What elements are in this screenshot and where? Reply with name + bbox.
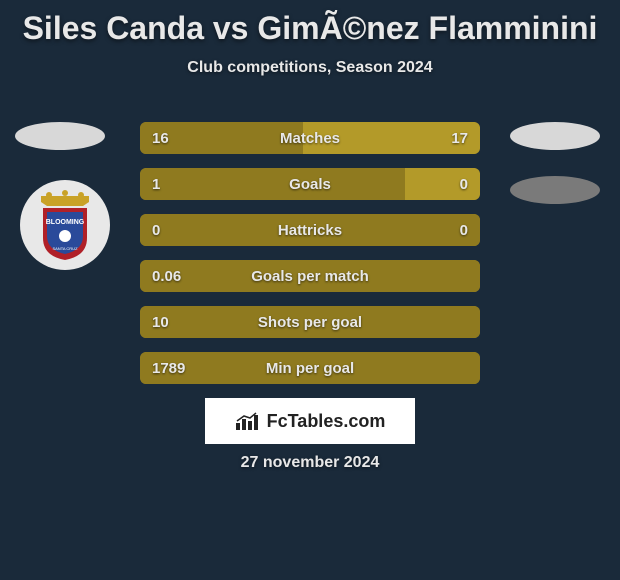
- brand-logo: FcTables.com: [205, 398, 415, 444]
- stat-label: Goals: [140, 168, 480, 200]
- date-label: 27 november 2024: [0, 454, 620, 472]
- stats-container: 1617Matches 10Goals 00Hattricks 0.06Goals p…: [140, 122, 480, 398]
- page-subtitle: Club competitions, Season 2024: [0, 59, 620, 77]
- stat-row: 0.06Goals per match: [140, 260, 480, 292]
- stat-label: Matches: [140, 122, 480, 154]
- brand-text: FcTables.com: [267, 411, 386, 432]
- stat-label: Min per goal: [140, 352, 480, 384]
- stat-row: 10Shots per goal: [140, 306, 480, 338]
- chart-icon: [235, 411, 261, 431]
- stat-label: Hattricks: [140, 214, 480, 246]
- stat-row: 1789Min per goal: [140, 352, 480, 384]
- stat-row: 1617Matches: [140, 122, 480, 154]
- player-right-marker-2: [510, 176, 600, 204]
- stat-row: 00Hattricks: [140, 214, 480, 246]
- player-left-marker: [15, 122, 105, 150]
- stat-row: 10Goals: [140, 168, 480, 200]
- player-right-marker-1: [510, 122, 600, 150]
- svg-text:SANTA CRUZ: SANTA CRUZ: [52, 246, 78, 251]
- club-crest: BLOOMING SANTA CRUZ: [20, 180, 110, 270]
- shield-icon: BLOOMING SANTA CRUZ: [35, 190, 95, 260]
- page-title: Siles Canda vs GimÃ©nez Flamminini: [0, 0, 620, 47]
- svg-text:BLOOMING: BLOOMING: [46, 219, 85, 226]
- stat-label: Goals per match: [140, 260, 480, 292]
- stat-label: Shots per goal: [140, 306, 480, 338]
